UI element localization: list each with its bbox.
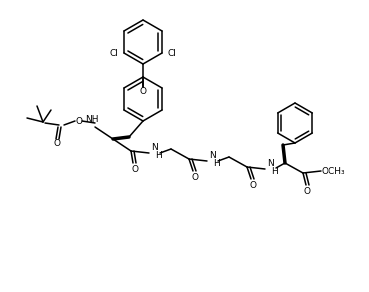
Text: Cl: Cl: [110, 48, 118, 58]
Text: O: O: [249, 180, 256, 190]
Text: OCH₃: OCH₃: [321, 166, 345, 175]
Text: H: H: [156, 150, 162, 159]
Text: N: N: [267, 159, 273, 168]
Text: H: H: [214, 159, 220, 168]
Text: H: H: [272, 166, 278, 175]
Text: N: N: [208, 152, 215, 161]
Text: O: O: [139, 86, 146, 95]
Text: O: O: [76, 117, 83, 126]
Text: N: N: [151, 143, 157, 152]
Text: Cl: Cl: [168, 48, 176, 58]
Text: NH: NH: [85, 116, 99, 124]
Text: O: O: [131, 164, 138, 173]
Text: O: O: [304, 187, 311, 196]
Text: O: O: [191, 173, 198, 182]
Text: O: O: [54, 138, 61, 147]
